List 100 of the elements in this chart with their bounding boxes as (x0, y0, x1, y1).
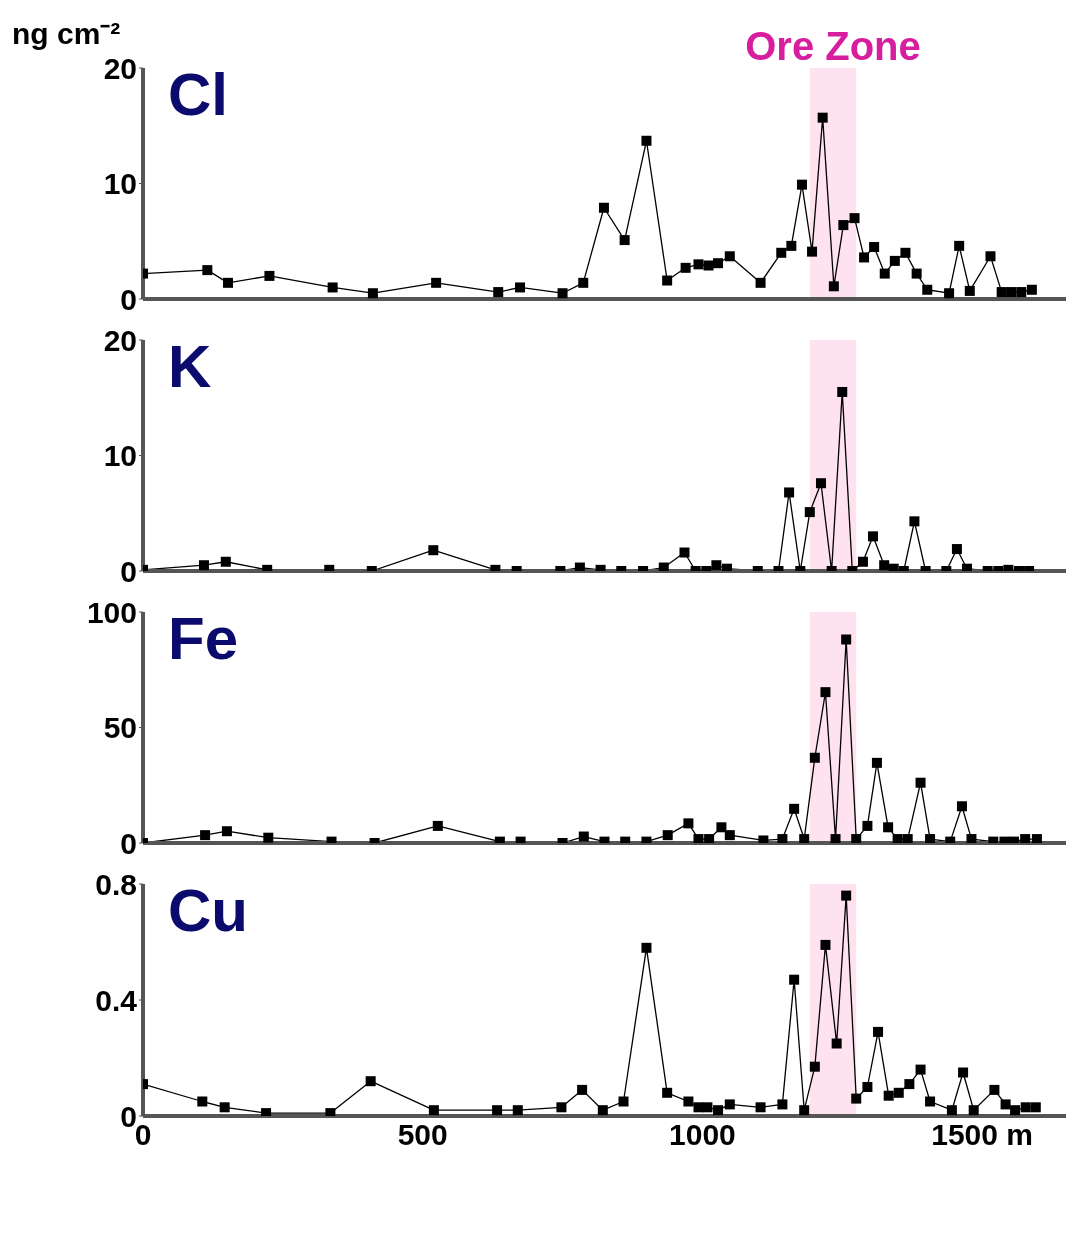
point (724, 1099, 735, 1110)
point (900, 247, 911, 258)
point (902, 834, 913, 843)
point (512, 1105, 523, 1116)
point (869, 242, 880, 253)
point (807, 246, 818, 257)
chart-title: Cl (168, 60, 228, 129)
point (862, 1082, 873, 1092)
point (264, 270, 275, 281)
x-tick-label: 500 (397, 1118, 448, 1152)
point (693, 259, 704, 270)
point (724, 830, 735, 841)
point (1016, 287, 1027, 298)
point (1000, 1099, 1011, 1110)
chart-title: K (168, 332, 212, 401)
y-tick-label: 0.4 (95, 983, 138, 1017)
point (704, 834, 715, 843)
point (904, 1079, 915, 1090)
point (828, 281, 839, 292)
point (838, 220, 849, 231)
point (662, 830, 673, 841)
point (968, 1105, 979, 1116)
point (889, 255, 900, 266)
point (662, 1087, 673, 1098)
point (892, 834, 903, 843)
point (618, 1096, 629, 1107)
point (841, 634, 852, 645)
point (431, 277, 442, 288)
point (944, 288, 955, 299)
point (223, 277, 234, 288)
point (776, 247, 787, 258)
point (1020, 834, 1031, 843)
y-tick-label: 0.8 (95, 867, 137, 901)
point (221, 826, 232, 837)
point (515, 282, 526, 293)
point (786, 240, 797, 251)
point (598, 202, 609, 213)
point (755, 277, 766, 288)
point (859, 252, 870, 263)
band-label: Ore Zone (745, 24, 921, 68)
point (1006, 287, 1017, 298)
point (925, 834, 936, 843)
point (702, 1102, 713, 1113)
point (883, 822, 894, 833)
point (956, 801, 967, 812)
point (597, 1105, 608, 1116)
point (996, 287, 1007, 298)
point (985, 251, 996, 262)
point (683, 818, 694, 829)
point (830, 834, 841, 843)
point (777, 834, 788, 843)
point (954, 240, 965, 251)
point (883, 1090, 894, 1101)
point (796, 179, 807, 190)
chart-title: Fe (168, 604, 239, 673)
y-tick-label: 0 (120, 282, 137, 316)
point (493, 287, 504, 298)
point (851, 1093, 862, 1104)
y-axis-title: ng cm⁻² (12, 16, 121, 52)
point (724, 251, 735, 262)
y-tick-label: 10 (103, 167, 137, 201)
point (365, 1076, 376, 1087)
y-tick-label: 0 (120, 826, 137, 860)
x-tick-label: 1500 m (931, 1118, 1033, 1152)
point (200, 830, 211, 841)
point (915, 1064, 926, 1075)
point (219, 1102, 230, 1113)
point (841, 890, 852, 901)
point (578, 277, 589, 288)
point (820, 939, 831, 950)
point (820, 687, 831, 698)
point (367, 288, 378, 299)
point (713, 1105, 724, 1116)
point (777, 1099, 788, 1110)
chart-title: Cu (168, 876, 248, 945)
point (851, 834, 862, 843)
point (1031, 834, 1042, 843)
point (755, 1102, 766, 1113)
point (922, 284, 933, 295)
point (862, 820, 873, 831)
point (261, 1108, 272, 1116)
point (557, 288, 568, 299)
point (958, 1067, 969, 1078)
point (893, 1087, 904, 1098)
point (577, 1084, 588, 1095)
point (641, 135, 652, 146)
point (817, 112, 828, 123)
point (964, 285, 975, 296)
point (556, 1102, 567, 1113)
point (1010, 1105, 1021, 1116)
point (799, 834, 810, 843)
y-tick-label: 20 (103, 51, 137, 85)
point (911, 268, 922, 279)
point (809, 752, 820, 763)
point (873, 1026, 884, 1037)
point (915, 777, 926, 788)
point (197, 1096, 208, 1107)
point (789, 803, 800, 814)
point (683, 1096, 694, 1107)
point (925, 1096, 936, 1107)
